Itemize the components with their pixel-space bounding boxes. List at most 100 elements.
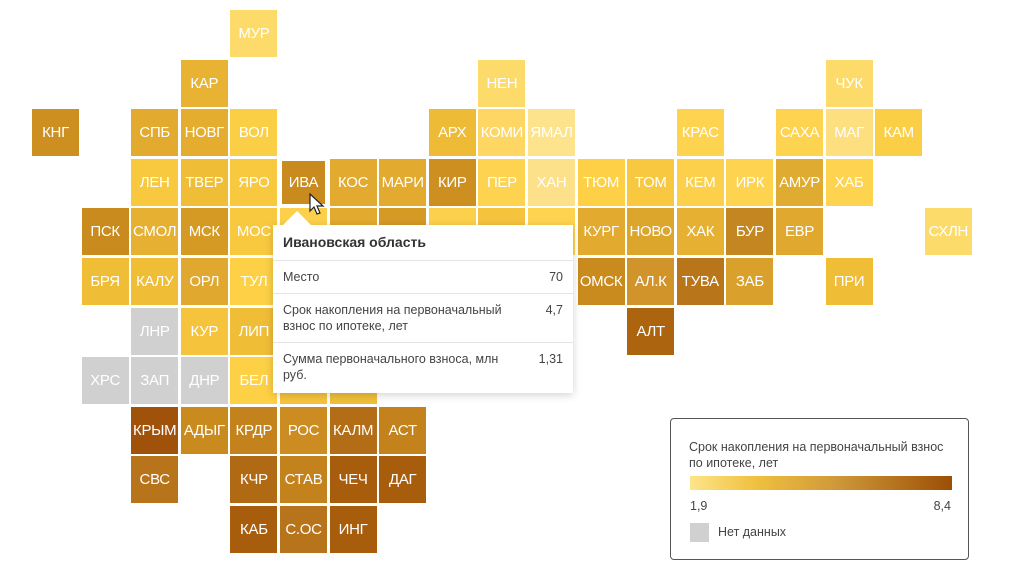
region-tile[interactable]: БУР xyxy=(726,208,774,256)
region-tile[interactable]: КИР xyxy=(428,158,476,206)
region-tile[interactable]: БЕЛ xyxy=(230,357,278,405)
region-tile-label: КЕМ xyxy=(685,173,716,191)
tooltip-arrow xyxy=(283,211,311,225)
region-tile[interactable]: СПБ xyxy=(131,109,179,157)
region-tile-label: С.ОС xyxy=(285,521,322,538)
region-tile-label: ЛИП xyxy=(238,322,270,340)
region-tile-label: АДЫГ xyxy=(183,421,225,439)
region-tile-label: ЯРО xyxy=(238,173,270,191)
no-data-swatch xyxy=(690,523,709,542)
region-tile[interactable]: КОС xyxy=(329,158,377,206)
region-tile[interactable]: ТУЛ xyxy=(230,258,278,305)
region-tile[interactable]: АДЫГ xyxy=(180,406,228,454)
region-tile-label: КИР xyxy=(437,173,467,191)
legend-min-label: 1,9 xyxy=(690,499,708,513)
legend-max-label: 8,4 xyxy=(933,499,951,513)
region-tile[interactable]: ЯМАЛ xyxy=(528,109,575,157)
region-tile[interactable]: ТЮМ xyxy=(577,158,625,206)
region-tile[interactable]: СТАВ xyxy=(280,456,327,504)
region-tile-label: МОС xyxy=(236,223,271,241)
region-tile[interactable]: ЗАП xyxy=(131,357,179,405)
region-tile[interactable]: КАР xyxy=(180,59,228,107)
region-tile[interactable]: ИРК xyxy=(726,158,774,206)
region-tile[interactable]: ХАК xyxy=(676,208,724,256)
region-tile[interactable]: ЗАБ xyxy=(726,258,774,305)
region-tile[interactable]: ТУВА xyxy=(676,258,724,305)
region-tile-label: КАЛМ xyxy=(332,421,374,439)
region-tile[interactable]: ОМСК xyxy=(577,258,625,305)
region-tile[interactable]: КУР xyxy=(180,307,228,355)
region-tile[interactable]: АЛТ xyxy=(627,307,675,355)
region-tile[interactable]: ХАБ xyxy=(825,158,873,206)
region-tile[interactable]: САХА xyxy=(776,109,823,157)
region-tile-label: ЛНР xyxy=(139,322,170,340)
region-tile-label: ЯМАЛ xyxy=(530,124,573,142)
region-tile[interactable]: НЕН xyxy=(478,59,526,107)
region-tile[interactable]: ЛНР xyxy=(131,307,179,355)
region-tile-label: КРАС xyxy=(681,124,719,142)
region-tile[interactable]: ПРИ xyxy=(825,258,873,305)
region-tile-label: ДНР xyxy=(189,372,220,390)
region-tile[interactable]: ТВЕР xyxy=(180,158,228,206)
region-tile[interactable]: КЕМ xyxy=(676,158,724,206)
region-tile[interactable]: С.ОС xyxy=(280,506,327,553)
tooltip-label: Место xyxy=(283,270,320,284)
region-tile-label: КРДР xyxy=(235,421,273,439)
region-tile[interactable]: ХРС xyxy=(81,357,129,405)
region-tile[interactable]: МАРИ xyxy=(379,158,427,206)
region-tile[interactable]: АМУР xyxy=(776,158,823,206)
region-tile[interactable]: ЧЕЧ xyxy=(329,456,377,504)
region-tile-label: МАГ xyxy=(834,124,864,142)
region-tile[interactable]: НОВО xyxy=(627,208,675,256)
region-tile-label: ХАБ xyxy=(834,173,864,191)
region-tile[interactable]: ЯРО xyxy=(230,158,278,206)
region-tile[interactable]: НОВГ xyxy=(180,109,228,157)
region-tile[interactable]: ОРЛ xyxy=(180,258,228,305)
region-tile[interactable]: МАГ xyxy=(825,109,873,157)
region-tile[interactable]: АРХ xyxy=(428,109,476,157)
region-tile[interactable]: МСК xyxy=(180,208,228,256)
region-tile[interactable]: КОМИ xyxy=(478,109,526,157)
region-tile-label: ХАН xyxy=(536,173,567,191)
region-tile[interactable]: КУРГ xyxy=(577,208,625,256)
region-tile[interactable]: ПЕР xyxy=(478,158,526,206)
region-tile[interactable]: КРАС xyxy=(676,109,724,157)
region-tile[interactable]: БРЯ xyxy=(81,258,129,305)
region-tile[interactable]: ЛИП xyxy=(230,307,278,355)
region-tile[interactable]: КАЛМ xyxy=(329,406,377,454)
region-tile-label: МАРИ xyxy=(381,173,424,191)
region-tile[interactable]: ЛЕН xyxy=(131,158,179,206)
region-tile-label: ЧЕЧ xyxy=(338,471,368,489)
region-tile[interactable]: ДАГ xyxy=(379,456,427,504)
region-tile[interactable]: КРДР xyxy=(230,406,278,454)
region-tile[interactable]: РОС xyxy=(280,406,327,454)
region-tile[interactable]: КАМ xyxy=(875,109,923,157)
region-tile[interactable]: КНГ xyxy=(32,109,79,157)
region-tile[interactable]: ПСК xyxy=(81,208,129,256)
region-tile[interactable]: АСТ xyxy=(379,406,427,454)
region-tile[interactable]: СХЛН xyxy=(924,208,972,256)
region-tile[interactable]: КАЛУ xyxy=(131,258,179,305)
region-tile[interactable]: ТОМ xyxy=(627,158,675,206)
region-tile[interactable]: МОС xyxy=(230,208,278,256)
region-tile[interactable]: КРЫМ xyxy=(131,406,179,454)
region-tile-label: КНГ xyxy=(42,124,69,142)
region-tile[interactable]: СВС xyxy=(131,456,179,504)
region-tile-label: ОМСК xyxy=(579,273,623,290)
region-tile[interactable]: ИНГ xyxy=(329,506,377,553)
region-tile-label: СМОЛ xyxy=(133,223,177,241)
region-tile[interactable]: КАБ xyxy=(230,506,278,553)
region-tile-label: НОВГ xyxy=(184,124,225,142)
region-tile-label: ПРИ xyxy=(833,273,865,290)
region-tile[interactable]: ДНР xyxy=(180,357,228,405)
region-tile[interactable]: ЕВР xyxy=(776,208,823,256)
region-tile[interactable]: КЧР xyxy=(230,456,278,504)
region-tile[interactable]: ХАН xyxy=(528,158,575,206)
region-tile[interactable]: МУР xyxy=(230,10,278,57)
region-tile[interactable]: ИВА xyxy=(282,160,325,204)
region-tile[interactable]: ЧУК xyxy=(825,59,873,107)
region-tile[interactable]: ВОЛ xyxy=(230,109,278,157)
region-tile[interactable]: СМОЛ xyxy=(131,208,179,256)
region-tile-label: ИНГ xyxy=(338,521,368,538)
region-tile[interactable]: АЛ.К xyxy=(627,258,675,305)
